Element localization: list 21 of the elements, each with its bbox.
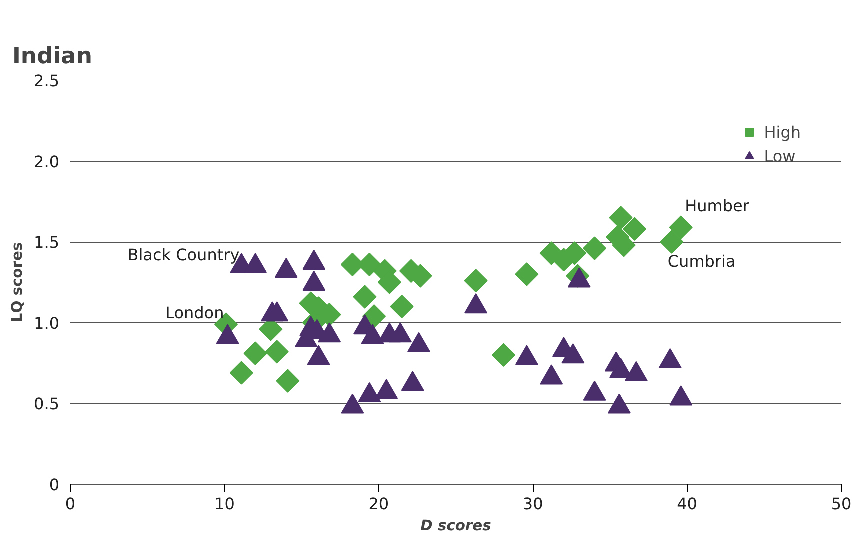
annotation: Cumbria xyxy=(668,252,736,272)
legend-label: Low xyxy=(764,146,796,168)
x-axis-title: D scores xyxy=(420,518,492,534)
annotation: Black Country xyxy=(128,245,240,264)
x-tick-label: 30 xyxy=(522,494,544,514)
annotation: London xyxy=(166,304,224,323)
x-tick-label: 50 xyxy=(831,494,852,514)
chart-title: Indian xyxy=(12,44,92,70)
x-tick-label: 10 xyxy=(214,494,235,514)
x-tick-label: 40 xyxy=(677,494,698,514)
y-tick-label: 0.5 xyxy=(34,394,60,414)
legend-label: High xyxy=(764,122,801,144)
y-tick-label: 0 xyxy=(49,476,60,494)
x-tick-label: 0 xyxy=(65,494,76,514)
x-tick-label: 20 xyxy=(368,494,390,514)
y-tick-label: 2.0 xyxy=(34,152,60,172)
annotation: Humber xyxy=(685,196,750,216)
y-axis-title: LQ scores xyxy=(9,242,26,323)
y-tick-label: 1.5 xyxy=(34,233,60,252)
y-tick-label: 2.5 xyxy=(34,72,60,90)
y-tick-label: 1.0 xyxy=(34,314,60,333)
